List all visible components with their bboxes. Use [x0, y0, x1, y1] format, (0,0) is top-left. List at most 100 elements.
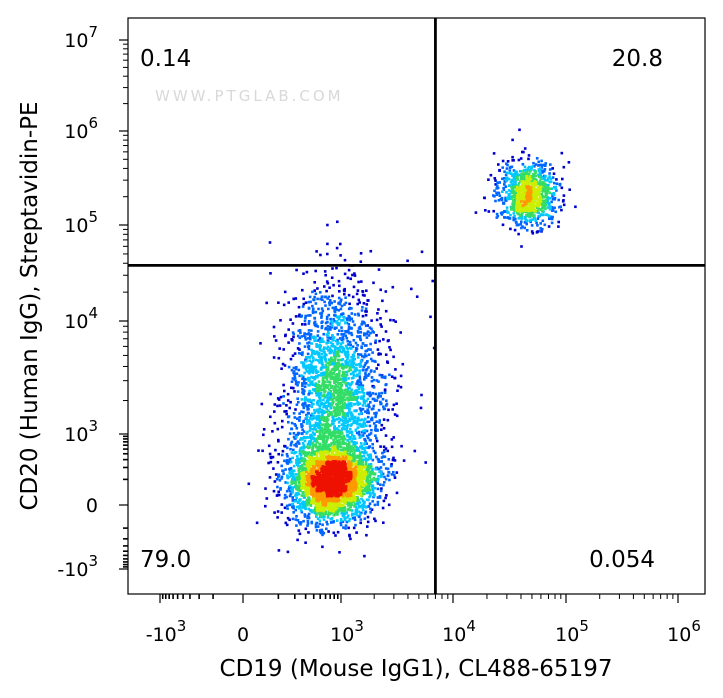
event-dot [315, 345, 318, 348]
event-dot [338, 492, 341, 496]
event-dot [332, 336, 336, 339]
event-dot [329, 497, 333, 500]
event-dot [501, 223, 505, 227]
event-dot [305, 422, 309, 425]
event-dot [358, 407, 362, 410]
event-dot [323, 285, 326, 288]
event-dot [343, 289, 346, 293]
event-dot [532, 174, 536, 178]
event-dot [342, 333, 346, 336]
event-dot [340, 423, 344, 426]
event-dot [325, 415, 328, 419]
event-dot [335, 446, 338, 450]
event-dot [340, 507, 344, 510]
event-dot [375, 367, 378, 370]
event-dot [533, 201, 536, 204]
event-dot [338, 417, 341, 421]
event-dot [337, 315, 340, 318]
event-dot [368, 479, 372, 482]
event-dot [525, 194, 528, 198]
event-dot [344, 344, 348, 348]
event-dot [294, 518, 298, 521]
event-dot [345, 498, 349, 502]
event-dot [371, 442, 374, 446]
event-dot [385, 402, 389, 406]
event-dot [301, 466, 304, 470]
event-dot [533, 203, 536, 207]
event-dot [349, 418, 352, 421]
event-dot [338, 284, 341, 288]
event-dot [519, 185, 522, 188]
event-dot [388, 346, 391, 349]
event-dot [370, 327, 373, 331]
event-dot [299, 331, 302, 335]
event-dot [538, 171, 542, 175]
event-dot [289, 492, 293, 495]
event-dot [299, 453, 303, 457]
event-dot [534, 219, 537, 222]
event-dot [320, 340, 324, 343]
event-dot [312, 488, 315, 492]
event-dot [512, 173, 516, 177]
event-dot [313, 439, 316, 442]
event-dot [303, 332, 306, 335]
event-dot [308, 398, 312, 402]
event-dot [287, 301, 290, 304]
event-dot [356, 462, 360, 466]
event-dot [333, 300, 336, 303]
event-dot [520, 245, 523, 248]
event-dot [380, 391, 384, 395]
event-dot [539, 173, 543, 176]
event-dot [379, 352, 382, 356]
event-dot [357, 467, 360, 470]
event-dot [510, 208, 513, 211]
event-dot [307, 393, 310, 396]
event-dot [320, 316, 323, 319]
event-dot [363, 378, 366, 381]
event-dot [360, 455, 363, 458]
event-dot [298, 416, 301, 419]
event-dot [319, 531, 323, 535]
event-dot [523, 221, 527, 224]
event-dot [320, 388, 323, 391]
event-dot [347, 411, 350, 415]
event-dot [316, 325, 320, 328]
event-dot [305, 413, 308, 417]
event-dot [321, 467, 325, 471]
event-dot [328, 380, 332, 384]
event-dot [359, 381, 363, 385]
event-dot [367, 456, 371, 459]
event-dot [535, 206, 539, 209]
event-dot [298, 336, 302, 340]
event-dot [354, 481, 358, 485]
event-dot [297, 400, 300, 404]
event-dot [296, 493, 299, 497]
event-dot [310, 365, 313, 368]
event-dot [309, 366, 313, 370]
event-dot [377, 268, 381, 271]
event-dot [344, 353, 347, 356]
event-dot [326, 386, 329, 389]
event-dot [312, 468, 315, 471]
event-dot [366, 470, 370, 473]
event-dot [366, 458, 370, 461]
event-dot [364, 457, 368, 460]
event-dot [541, 219, 545, 223]
event-dot [544, 203, 547, 207]
event-dot [399, 331, 402, 334]
event-dot [510, 172, 513, 176]
event-dot [287, 420, 290, 424]
event-dot [314, 486, 317, 489]
event-dot [327, 503, 331, 506]
event-dot [324, 304, 327, 307]
event-dot [290, 427, 293, 431]
event-dot [288, 489, 292, 493]
event-dot [307, 337, 310, 340]
event-dot [307, 347, 311, 351]
event-dot [548, 214, 551, 218]
event-dot [487, 178, 490, 181]
event-dot [517, 217, 521, 220]
event-dot [344, 382, 347, 385]
event-dot [378, 470, 381, 473]
event-dot [317, 467, 321, 470]
